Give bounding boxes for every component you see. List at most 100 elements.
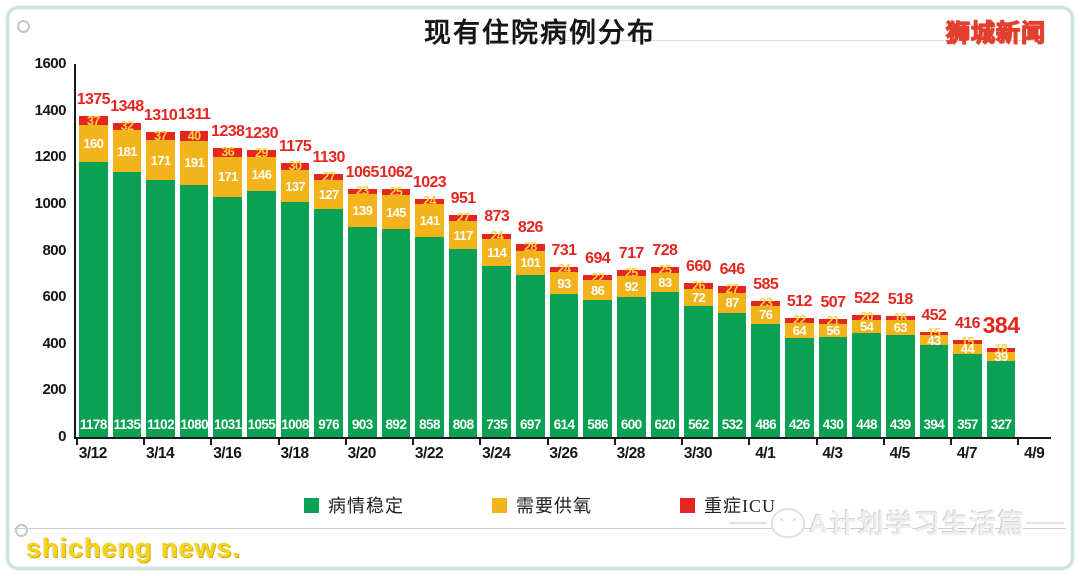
segment-value-label: 27 — [456, 210, 470, 225]
bar-segment-green: 620 — [650, 292, 680, 437]
x-axis-tick — [815, 439, 818, 445]
stacked-bar: 30 137 1008 1175 — [279, 138, 312, 437]
bar-total-label: 1023 — [412, 173, 447, 191]
decorative-line — [14, 528, 1066, 529]
bar-segment-yellow: 171 — [213, 156, 243, 197]
bar-total-label: 646 — [719, 261, 746, 279]
segment-value-label: 327 — [990, 416, 1012, 432]
segment-value-label: 145 — [385, 204, 406, 220]
bar-segment-red: 27 — [314, 170, 343, 183]
bar-segment-yellow: 56 — [818, 322, 848, 338]
segment-value-label: 76 — [759, 307, 773, 323]
bar-segment-yellow: 54 — [852, 320, 881, 333]
bar-segment-yellow: 76 — [751, 306, 781, 324]
segment-value-label: 43 — [927, 332, 941, 348]
x-axis-tick — [210, 439, 213, 445]
bar-segment-red: 29 — [247, 146, 276, 161]
bar-segment-green: 586 — [583, 300, 612, 437]
frame-clip-icon — [15, 524, 28, 537]
segment-value-label: 1102 — [147, 416, 174, 432]
stacked-bar: 24 93 614 731 — [549, 242, 579, 437]
bar-total-label: 384 — [982, 312, 1020, 339]
segment-value-label: 36 — [221, 145, 235, 160]
segment-value-label: 1055 — [247, 416, 276, 432]
segment-value-label: 532 — [721, 416, 743, 432]
y-axis-label: 1000 — [34, 194, 67, 212]
watermark-line — [729, 521, 768, 524]
stacked-bar: 16 63 439 518 — [885, 291, 915, 437]
bar-segment-yellow: 44 — [953, 342, 982, 355]
legend-swatch — [492, 497, 507, 513]
segment-value-label: 25 — [658, 262, 672, 277]
segment-value-label: 26 — [692, 278, 705, 293]
segment-value-label: 29 — [255, 146, 268, 161]
x-axis-tick — [748, 439, 751, 445]
x-axis-label: 3/16 — [213, 445, 242, 462]
segment-value-label: 93 — [557, 275, 571, 291]
bar-segment-green: 735 — [482, 265, 512, 437]
segment-value-label: 903 — [351, 416, 373, 432]
x-axis-label: 3/12 — [78, 445, 108, 462]
x-axis-tick — [277, 439, 280, 445]
bar-total-label: 1348 — [110, 97, 144, 115]
y-axis-label: 600 — [42, 288, 66, 306]
segment-value-label: 25 — [389, 185, 403, 200]
legend-item: 需要供氧 — [492, 492, 592, 518]
frame-clip-icon — [17, 20, 30, 33]
page-title: 现有住院病例分布 — [424, 18, 656, 48]
bar-total-label: 731 — [551, 241, 578, 259]
bar-segment-green: 394 — [919, 345, 949, 437]
x-axis-tick — [546, 439, 549, 445]
segment-value-label: 24 — [557, 262, 571, 277]
stacked-bar: 32 181 1135 1348 — [110, 98, 144, 437]
stacked-bar: 20 54 448 522 — [852, 290, 881, 437]
bar-segment-yellow: 64 — [785, 322, 814, 338]
segment-value-label: 448 — [856, 416, 877, 432]
bar-segment-green: 426 — [785, 337, 814, 437]
segment-value-label: 56 — [826, 322, 840, 338]
segment-value-label: 171 — [217, 169, 238, 185]
segment-value-label: 697 — [520, 416, 541, 432]
bar-total-label: 660 — [686, 258, 712, 276]
segment-value-label: 620 — [654, 416, 676, 432]
watermark-shicheng-news: shicheng news. — [26, 533, 242, 563]
bar-segment-yellow: 114 — [482, 239, 512, 266]
bar-total-label: 518 — [887, 291, 914, 309]
bar-total-label: 873 — [484, 208, 510, 226]
bar-segment-green: 439 — [885, 334, 915, 437]
plot-area: 1600 1400 1200 1000 800 600 400 200 0 37 160 1178 13… — [35, 55, 1051, 462]
stacked-bar: 27 127 976 1130 — [312, 149, 345, 437]
bar-total-label: 694 — [585, 250, 611, 268]
x-axis-label: 3/18 — [280, 445, 309, 462]
penguin-icon — [771, 507, 806, 538]
bar-total-label: 1062 — [379, 164, 413, 182]
stacked-bar: 40 191 1080 1311 — [178, 106, 211, 437]
bar-segment-green: 600 — [616, 297, 646, 437]
segment-value-label: 72 — [691, 290, 706, 306]
segment-value-label: 37 — [86, 113, 100, 128]
bar-segment-yellow: 160 — [79, 125, 108, 163]
segment-value-label: 63 — [893, 319, 908, 335]
bar-segment-yellow: 145 — [381, 195, 411, 230]
bar-segment-red: 24 — [549, 263, 579, 275]
stacked-bar: 36 171 1031 1238 — [211, 123, 245, 437]
x-axis-label: 4/7 — [956, 445, 978, 462]
stacked-bar: 29 146 1055 1230 — [245, 125, 279, 437]
bar-total-label: 1238 — [211, 123, 245, 141]
bar-total-label: 728 — [652, 242, 678, 260]
bar-total-label: 416 — [954, 315, 981, 333]
bar-segment-green: 1031 — [213, 196, 242, 437]
segment-value-label: 171 — [150, 152, 171, 168]
stacked-bar: 27 87 532 646 — [717, 261, 747, 437]
legend-label: 需要供氧 — [516, 496, 592, 516]
segment-value-label: 976 — [318, 416, 340, 432]
y-axis-label: 400 — [42, 334, 66, 352]
x-axis-tick — [613, 439, 616, 445]
bar-segment-red: 25 — [381, 186, 411, 198]
legend-swatch — [680, 497, 695, 513]
bar-total-label: 1310 — [143, 106, 178, 124]
stacked-bar: 18 39 327 384 — [983, 312, 1020, 437]
segment-value-label: 614 — [553, 416, 575, 432]
segment-value-label: 1031 — [213, 416, 242, 432]
y-axis-label: 1400 — [34, 101, 67, 119]
